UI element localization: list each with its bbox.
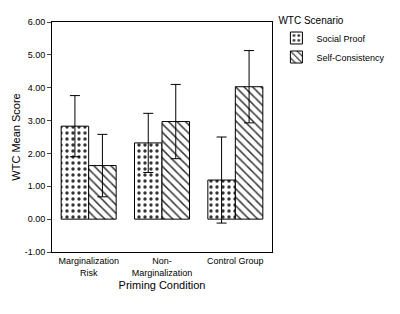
svg-text:Priming Condition: Priming Condition: [119, 279, 206, 291]
svg-text:Control Group: Control Group: [207, 256, 264, 266]
svg-text:Social Proof: Social Proof: [316, 34, 365, 44]
svg-text:-1.00: -1.00: [25, 247, 46, 257]
svg-text:Self-Consistency: Self-Consistency: [316, 53, 384, 63]
svg-text:2.00: 2.00: [28, 149, 46, 159]
svg-text:6.00: 6.00: [28, 17, 46, 27]
svg-text:WTC Mean Score: WTC Mean Score: [10, 93, 22, 180]
svg-text:Non-Marginalization: Non-Marginalization: [132, 256, 193, 278]
svg-text:WTC Scenario: WTC Scenario: [278, 15, 343, 26]
svg-text:MarginalizationRisk: MarginalizationRisk: [58, 256, 119, 278]
svg-text:5.00: 5.00: [28, 50, 46, 60]
svg-text:1.00: 1.00: [28, 181, 46, 191]
svg-text:4.00: 4.00: [28, 83, 46, 93]
svg-text:0.00: 0.00: [28, 214, 46, 224]
svg-text:3.00: 3.00: [28, 116, 46, 126]
